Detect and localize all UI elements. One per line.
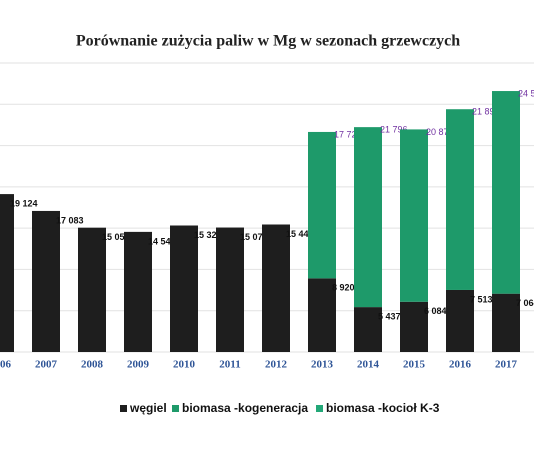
legend-label: węgiel <box>129 401 167 415</box>
x-tick-label: 2010 <box>173 359 196 371</box>
bar-segment <box>354 127 382 308</box>
x-tick-label: 2007 <box>35 359 58 371</box>
legend-label: biomasa -kocioł K-3 <box>326 401 440 415</box>
bar-segment <box>262 224 290 352</box>
bar-segment <box>170 225 198 352</box>
x-tick-label: 2008 <box>81 359 104 371</box>
bar-segment <box>400 129 428 302</box>
bar-segment <box>446 109 474 290</box>
bar-segment <box>308 131 336 279</box>
value-label: 20 873 <box>426 127 454 137</box>
bar-segment <box>492 293 520 352</box>
value-label: 17 083 <box>56 215 84 225</box>
legend-swatch <box>120 405 127 412</box>
chart-title: Porównanie zużycia paliw w Mg w sezonach… <box>76 33 460 50</box>
legend-swatch <box>172 405 179 412</box>
x-tick-label: 2017 <box>495 359 518 371</box>
bar-segment <box>308 278 336 352</box>
value-label: 15 074 <box>240 232 268 242</box>
legend-swatch <box>316 405 323 412</box>
x-tick-label: 2016 <box>449 359 472 371</box>
x-tick-label: 2013 <box>311 359 334 371</box>
legend-label: biomasa -kogeneracja <box>182 401 308 415</box>
value-label: 17 729 <box>334 129 362 139</box>
value-label: 21 796 <box>380 125 408 135</box>
bar-segment <box>492 91 520 294</box>
bar-segment <box>354 307 382 352</box>
value-label: 15 056 <box>102 232 130 242</box>
value-label: 6 084 <box>424 306 447 316</box>
bar-segment <box>78 227 106 352</box>
x-tick-label: 2009 <box>127 359 150 371</box>
value-label: 24 540 <box>518 88 534 98</box>
value-label: 7 064 <box>516 298 534 308</box>
value-label: 5 437 <box>378 311 401 321</box>
value-label: 14 547 <box>148 236 176 246</box>
value-label: 15 320 <box>194 230 222 240</box>
x-tick-label: 2006 <box>0 359 12 371</box>
value-label: 19 124 <box>10 198 38 208</box>
bar-segment <box>446 289 474 352</box>
value-label: 8 920 <box>332 283 355 293</box>
bar-segment <box>400 301 428 352</box>
bar-segment <box>32 210 60 352</box>
bar-segment <box>124 231 152 352</box>
value-label: 21 890 <box>472 107 500 117</box>
x-tick-label: 2012 <box>265 359 288 371</box>
value-label: 7 513 <box>470 294 493 304</box>
bar-segment <box>216 227 244 352</box>
x-tick-label: 2015 <box>403 359 426 371</box>
x-tick-label: 2011 <box>219 359 240 371</box>
x-tick-label: 2014 <box>357 359 380 371</box>
value-label: 15 441 <box>286 229 314 239</box>
bar-segment <box>0 194 14 352</box>
